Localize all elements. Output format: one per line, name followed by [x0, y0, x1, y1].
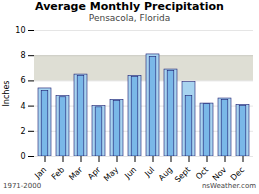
- svg-text:0: 0: [20, 152, 25, 161]
- html-text:nsWeather.com: nsWeather.com: [201, 182, 256, 190]
- html-text:Pensacola, Florida: Pensacola, Florida: [88, 13, 171, 23]
- svg-text:Jun: Jun: [122, 165, 138, 181]
- svg-text:May: May: [102, 165, 120, 182]
- svg-text:Mar: Mar: [67, 165, 85, 182]
- svg-text:2: 2: [20, 127, 25, 136]
- svg-text:Feb: Feb: [50, 165, 66, 181]
- svg-text:8: 8: [20, 51, 25, 60]
- svg-text:10: 10: [15, 26, 25, 35]
- svg-text:4: 4: [20, 102, 25, 111]
- svg-text:Aug: Aug: [157, 165, 174, 182]
- svg-text:Apr: Apr: [86, 165, 103, 182]
- svg-text:Oct: Oct: [194, 165, 210, 181]
- svg-text:6: 6: [20, 76, 25, 85]
- html-text:Average Monthly Precipitation: Average Monthly Precipitation: [35, 0, 224, 13]
- svg-text:Inches: Inches: [2, 81, 11, 107]
- svg-text:Jul: Jul: [142, 165, 156, 179]
- svg-text:Nov: Nov: [211, 165, 229, 182]
- html-text:1971-2000: 1971-2000: [3, 182, 42, 190]
- svg-text:Sept: Sept: [173, 165, 192, 182]
- svg-text:Jan: Jan: [32, 165, 48, 181]
- svg-text:Dec: Dec: [229, 165, 246, 182]
